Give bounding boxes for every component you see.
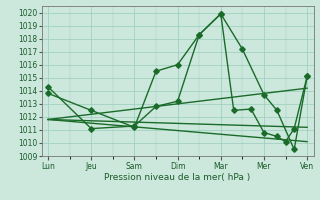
X-axis label: Pression niveau de la mer( hPa ): Pression niveau de la mer( hPa ) [104,173,251,182]
